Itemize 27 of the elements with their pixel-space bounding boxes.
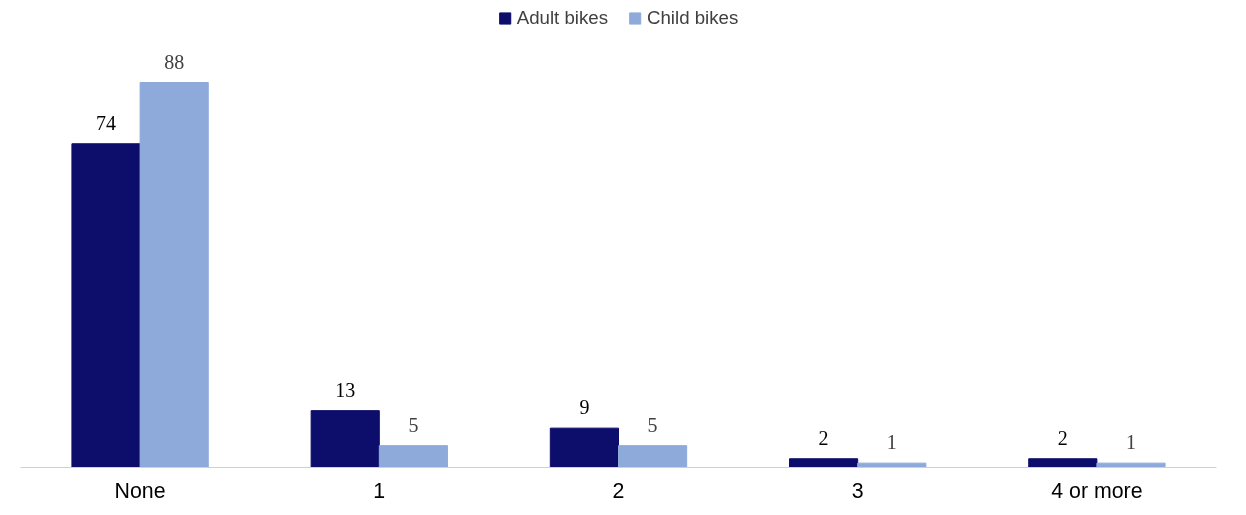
data-label: 2 [818, 426, 829, 449]
legend-label: Child bikes [647, 7, 739, 29]
x-tick-label: 1 [373, 478, 386, 503]
x-tick-label: None [114, 478, 166, 503]
data-label: 5 [408, 413, 419, 436]
data-label: 2 [1057, 426, 1068, 449]
bar [310, 410, 380, 468]
data-label: 74 [96, 111, 117, 134]
x-tick-label: 3 [851, 478, 864, 503]
bar [618, 445, 688, 468]
data-label: 5 [647, 413, 658, 436]
data-label: 88 [164, 50, 185, 73]
x-tick-label: 4 or more [1051, 478, 1143, 503]
bar [857, 462, 927, 468]
data-label: 1 [886, 431, 897, 454]
bar [549, 427, 619, 468]
bar [139, 82, 209, 468]
bar [789, 458, 859, 468]
data-label: 1 [1125, 431, 1136, 454]
x-tick-label: 2 [612, 478, 625, 503]
bar [1028, 458, 1098, 468]
data-label: 9 [579, 396, 590, 419]
legend-label: Adult bikes [516, 7, 609, 29]
bar [378, 445, 448, 468]
data-label: 13 [335, 378, 356, 401]
bar [1096, 462, 1166, 468]
bar [71, 143, 141, 468]
